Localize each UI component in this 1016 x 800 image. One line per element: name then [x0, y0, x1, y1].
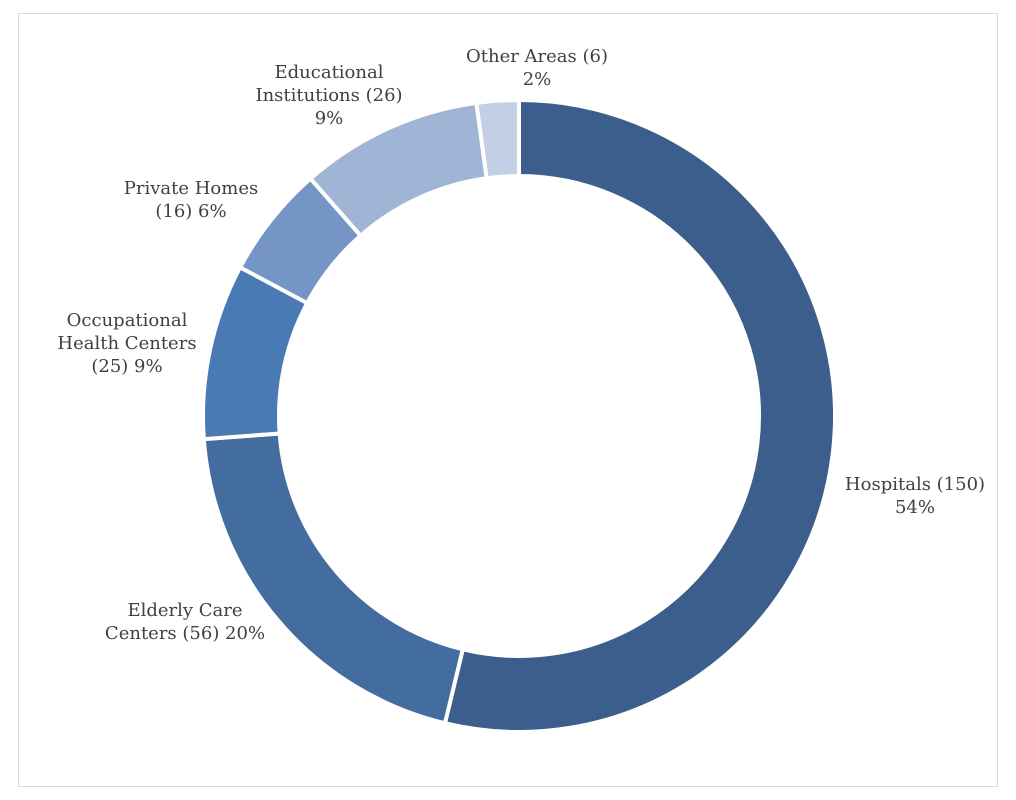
data-label-line: Institutions (26): [255, 85, 402, 106]
data-label-line: 9%: [315, 108, 344, 129]
data-label-line: Educational: [275, 62, 384, 83]
data-label-line: Private Homes: [124, 178, 258, 199]
labels-layer: Hospitals (150) 54% Elderly Care Centers (5…: [57, 46, 985, 644]
data-label-occupational-health-centers: Occupational Health Centers (25) 9%: [57, 310, 196, 377]
data-label-other-areas: Other Areas (6) 2%: [466, 46, 608, 90]
data-label-line: (16) 6%: [155, 201, 226, 222]
slices-layer: [201, 97, 838, 734]
data-label-hospitals: Hospitals (150) 54%: [845, 474, 985, 518]
slice-hospitals: [442, 97, 838, 734]
slice-other-areas: [474, 97, 521, 181]
data-label-elderly-care-centers: Elderly Care Centers (56) 20%: [105, 600, 265, 644]
data-label-line: Hospitals (150): [845, 474, 985, 495]
data-label-line: Other Areas (6): [466, 46, 608, 67]
data-label-line: Centers (56) 20%: [105, 623, 265, 644]
data-label-line: 2%: [523, 69, 552, 90]
data-label-line: Occupational: [67, 310, 188, 331]
data-label-line: 54%: [895, 497, 935, 518]
chart-area: Hospitals (150) 54% Elderly Care Centers (5…: [18, 13, 998, 787]
donut-chart: Hospitals (150) 54% Elderly Care Centers (5…: [57, 46, 985, 734]
data-label-educational-institutions: Educational Institutions (26) 9%: [255, 62, 402, 129]
data-label-line: Elderly Care: [127, 600, 242, 621]
data-label-private-homes: Private Homes (16) 6%: [124, 178, 258, 222]
data-label-line: (25) 9%: [91, 356, 162, 377]
data-label-line: Health Centers: [57, 333, 196, 354]
slice-elderly-care-centers: [201, 431, 466, 726]
